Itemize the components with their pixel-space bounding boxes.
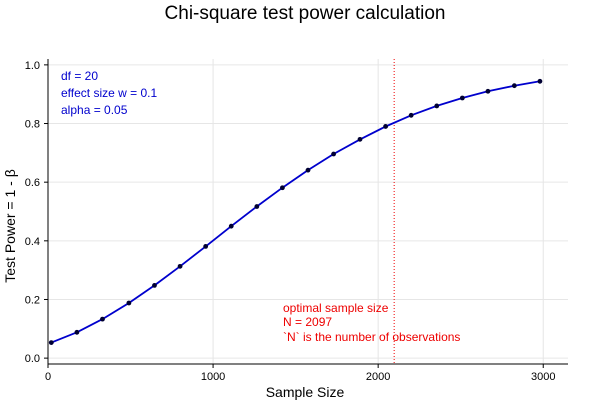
data-point <box>48 340 54 345</box>
data-point <box>177 263 183 269</box>
data-point <box>280 185 285 191</box>
chart-title: Chi-square test power calculation <box>165 3 446 24</box>
x-axis-title: Sample Size <box>266 384 345 400</box>
params-df: df = 20 <box>61 69 98 83</box>
y-tick-label: 0.2 <box>25 294 40 306</box>
x-tick-label: 0 <box>45 371 51 383</box>
x-tick-label: 1000 <box>201 371 225 383</box>
power-curve-line <box>50 80 541 344</box>
y-tick-label: 0.4 <box>25 236 40 248</box>
data-points <box>48 78 543 345</box>
data-point <box>203 243 209 249</box>
data-point <box>383 124 388 129</box>
data-point <box>537 78 543 84</box>
data-point <box>485 88 491 94</box>
data-point <box>331 151 336 157</box>
params-effect-size: effect size w = 0.1 <box>61 86 157 100</box>
data-point <box>408 112 414 118</box>
series <box>50 80 541 344</box>
x-tick-label: 2000 <box>366 371 390 383</box>
y-tick-label: 1.0 <box>25 60 40 72</box>
optimal-annotation: optimal sample size N = 2097 `N` is the … <box>283 301 460 344</box>
data-point <box>305 167 311 173</box>
y-tick-label: 0.0 <box>25 353 40 365</box>
x-tick-label: 3000 <box>531 371 555 383</box>
parameters-annotation: df = 20 effect size w = 0.1 alpha = 0.05 <box>61 69 157 117</box>
data-point <box>228 223 234 229</box>
data-point <box>74 329 80 335</box>
y-tick-label: 0.6 <box>25 177 40 189</box>
ticks: 0 1000 2000 3000 0.0 0.2 0.4 0.6 0.8 1.0 <box>25 60 556 383</box>
optimal-note: `N` is the number of observations <box>283 330 460 344</box>
data-point <box>100 316 105 322</box>
params-alpha: alpha = 0.05 <box>61 103 128 117</box>
data-point <box>434 103 440 109</box>
data-point <box>357 136 363 142</box>
data-point <box>126 300 132 306</box>
data-point <box>152 283 157 288</box>
data-point <box>459 95 465 101</box>
data-point <box>254 204 260 209</box>
optimal-n-value: N = 2097 <box>283 315 332 329</box>
data-point <box>511 83 517 89</box>
y-axis-title: Test Power = 1 - β <box>2 169 18 282</box>
optimal-label: optimal sample size <box>283 301 389 315</box>
axes <box>47 59 568 365</box>
y-tick-label: 0.8 <box>25 119 40 131</box>
